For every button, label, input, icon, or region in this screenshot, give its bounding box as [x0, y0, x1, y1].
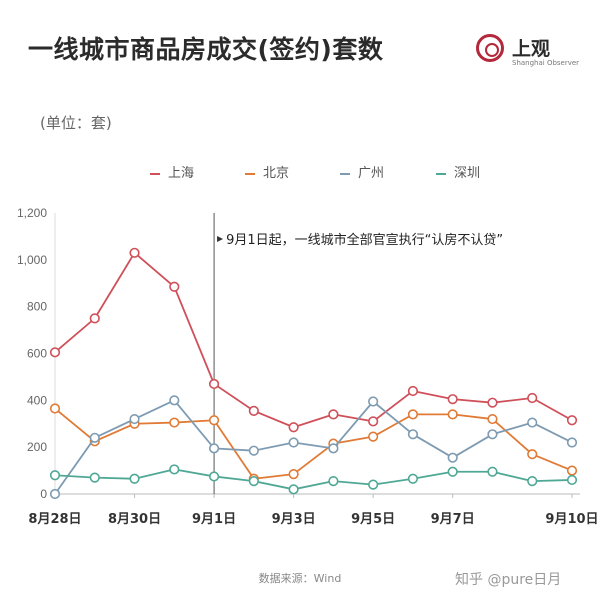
data-point-0 [129, 247, 140, 258]
data-point-3 [527, 476, 538, 487]
data-point-3 [208, 471, 220, 482]
x-tick-label: 8月30日 [108, 512, 161, 527]
y-tick-label: 0 [40, 487, 47, 501]
logo-name: 上观 [512, 38, 551, 60]
data-point-3 [248, 476, 259, 487]
data-point-2 [328, 443, 339, 454]
y-tick-label: 800 [27, 300, 47, 314]
x-tick-label: 9月5日 [351, 512, 395, 527]
data-point-1 [447, 409, 458, 420]
data-point-1 [169, 417, 180, 428]
data-point-3 [487, 466, 498, 477]
data-point-0 [527, 392, 538, 404]
y-tick-label: 1,000 [17, 253, 47, 267]
legend-swatch [436, 172, 446, 175]
data-point-1 [49, 403, 61, 414]
data-point-2 [49, 488, 61, 500]
x-tick-label: 9月1日 [192, 512, 236, 527]
legend-label: 北京 [263, 166, 290, 181]
series-line-2 [54, 399, 573, 495]
data-point-0 [487, 397, 498, 408]
legend-swatch [245, 172, 255, 175]
data-point-0 [248, 405, 259, 416]
data-point-0 [328, 409, 339, 420]
annotation-text: 9月1日起，一线城市全部官宣执行“认房不认贷” [226, 232, 503, 248]
data-point-2 [407, 429, 419, 440]
annotation-arrow-icon [217, 236, 224, 242]
data-point-3 [368, 479, 379, 490]
legend-swatch [150, 172, 160, 175]
data-point-2 [487, 429, 498, 440]
unit-label: (单位：套) [40, 114, 112, 132]
data-point-0 [89, 313, 100, 324]
data-point-1 [566, 465, 578, 476]
data-point-0 [169, 281, 180, 292]
data-point-1 [288, 468, 299, 480]
legend-item: 北京 [245, 162, 289, 181]
data-point-2 [368, 396, 379, 407]
data-point-3 [328, 476, 339, 487]
data-point-3 [447, 466, 458, 477]
chart-legend: 上海 北京 广州 深圳 [0, 162, 600, 182]
y-tick-label: 1,200 [17, 206, 47, 220]
logo-subtitle: Shanghai Observer [512, 59, 580, 67]
legend-swatch [340, 172, 350, 175]
logo-icon [476, 34, 504, 62]
data-point-3 [566, 474, 578, 486]
data-source: 数据来源：Wind [258, 572, 342, 585]
legend-label: 广州 [358, 166, 385, 181]
data-point-1 [527, 449, 538, 460]
data-point-2 [208, 443, 220, 454]
legend-item: 深圳 [436, 162, 480, 181]
y-tick-label: 200 [27, 440, 47, 454]
data-point-3 [169, 464, 180, 475]
data-point-3 [288, 484, 299, 495]
legend-item: 广州 [340, 162, 384, 181]
data-point-0 [208, 378, 220, 390]
data-point-2 [169, 395, 180, 406]
data-point-2 [527, 417, 538, 428]
data-point-0 [368, 416, 379, 427]
shanghai-observer-logo: 上观 Shanghai Observer [476, 34, 586, 74]
x-tick-label: 9月7日 [431, 512, 475, 527]
data-point-1 [208, 415, 220, 426]
data-point-3 [129, 473, 140, 484]
data-point-3 [89, 472, 100, 483]
data-point-2 [566, 437, 578, 448]
data-point-0 [566, 415, 578, 426]
data-point-0 [288, 422, 299, 433]
data-point-1 [407, 409, 419, 420]
data-point-3 [407, 473, 419, 484]
data-point-2 [89, 432, 100, 443]
data-point-2 [248, 445, 259, 456]
data-point-2 [288, 437, 299, 448]
chart-title: 一线城市商品房成交(签约)套数 [28, 35, 384, 64]
data-point-2 [129, 413, 140, 425]
legend-label: 上海 [168, 166, 195, 181]
legend-item: 上海 [150, 162, 194, 181]
legend-label: 深圳 [454, 166, 481, 181]
series-line-1 [54, 407, 573, 480]
data-point-0 [447, 394, 458, 405]
x-tick-label: 9月10日 [545, 512, 598, 527]
data-point-2 [447, 452, 458, 463]
data-point-1 [368, 431, 379, 442]
series-line-0 [54, 251, 573, 429]
x-tick-label: 9月3日 [272, 512, 316, 527]
x-tick-label: 8月28日 [28, 512, 81, 527]
data-point-0 [407, 385, 419, 397]
series-line-3 [54, 468, 573, 491]
data-point-1 [487, 413, 498, 425]
watermark: 知乎 @pure日月 [455, 572, 562, 588]
data-point-3 [49, 470, 61, 481]
data-point-0 [49, 347, 61, 358]
y-tick-label: 600 [27, 347, 47, 361]
y-tick-label: 400 [27, 393, 47, 407]
